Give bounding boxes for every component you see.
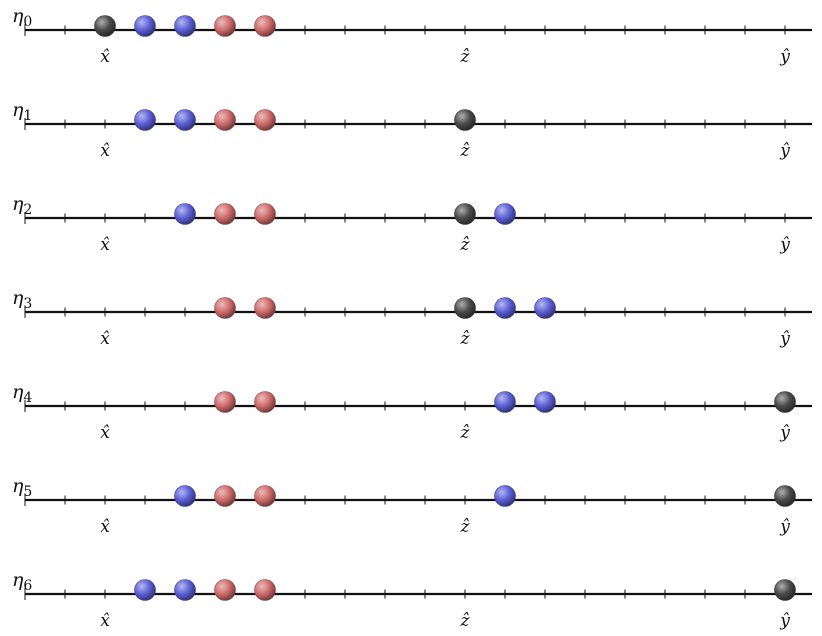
position-label-z: ẑ <box>460 517 471 537</box>
row-label-subscript: 6 <box>23 578 32 594</box>
configuration-row: η1 x̂ ẑ ŷ <box>12 99 812 161</box>
position-label-x: x̂ <box>100 423 110 443</box>
position-label-y: ŷ <box>779 235 790 255</box>
red-particle <box>254 109 276 131</box>
configuration-row: η4 x̂ ẑ ŷ <box>12 381 812 443</box>
red-particle <box>214 579 236 601</box>
row-label: η4 <box>12 381 32 406</box>
blue-particle <box>134 579 156 601</box>
position-label-z: ẑ <box>460 329 471 349</box>
configuration-row: η6 x̂ ẑ ŷ <box>12 569 812 631</box>
red-particle <box>254 391 276 413</box>
position-label-y: ŷ <box>779 47 790 67</box>
position-label-y: ŷ <box>779 611 790 631</box>
blue-particle <box>494 391 516 413</box>
row-label-subscript: 4 <box>23 390 32 406</box>
position-label-y: ŷ <box>779 329 790 349</box>
position-label-z: ẑ <box>460 235 471 255</box>
row-label-eta: η <box>12 569 24 591</box>
configuration-row: η0 x̂ ẑ ŷ <box>12 5 812 67</box>
position-label-z: ẑ <box>460 423 471 443</box>
row-label-eta: η <box>12 193 24 215</box>
position-label-x: x̂ <box>100 141 110 161</box>
row-label: η5 <box>12 475 32 500</box>
blue-particle <box>494 297 516 319</box>
row-label: η3 <box>12 287 32 312</box>
red-particle <box>254 297 276 319</box>
black-particle <box>774 485 796 507</box>
row-label-eta: η <box>12 287 24 309</box>
red-particle <box>214 109 236 131</box>
blue-particle <box>174 203 196 225</box>
row-label: η2 <box>12 193 32 218</box>
blue-particle <box>174 485 196 507</box>
red-particle <box>254 15 276 37</box>
blue-particle <box>174 15 196 37</box>
configuration-row: η2 x̂ ẑ ŷ <box>12 193 812 255</box>
blue-particle <box>494 485 516 507</box>
position-label-x: x̂ <box>100 47 110 67</box>
black-particle <box>774 579 796 601</box>
position-label-z: ẑ <box>460 141 471 161</box>
blue-particle <box>534 297 556 319</box>
blue-particle <box>134 109 156 131</box>
blue-particle <box>174 109 196 131</box>
position-label-z: ẑ <box>460 47 471 67</box>
position-label-z: ẑ <box>460 611 471 631</box>
black-particle <box>454 109 476 131</box>
row-label-eta: η <box>12 475 24 497</box>
position-label-x: x̂ <box>100 329 110 349</box>
black-particle <box>454 203 476 225</box>
row-label-subscript: 3 <box>23 296 32 312</box>
position-label-y: ŷ <box>779 517 790 537</box>
red-particle <box>214 485 236 507</box>
position-label-y: ŷ <box>779 423 790 443</box>
blue-particle <box>494 203 516 225</box>
row-label-eta: η <box>12 5 24 27</box>
position-label-x: x̂ <box>100 517 110 537</box>
position-label-x: x̂ <box>100 235 110 255</box>
position-label-x: x̂ <box>100 611 110 631</box>
row-label: η6 <box>12 569 32 594</box>
blue-particle <box>134 15 156 37</box>
row-label-eta: η <box>12 99 24 121</box>
red-particle <box>214 15 236 37</box>
red-particle <box>254 203 276 225</box>
black-particle <box>454 297 476 319</box>
black-particle <box>94 15 116 37</box>
red-particle <box>254 579 276 601</box>
blue-particle <box>534 391 556 413</box>
row-label-subscript: 0 <box>23 14 32 30</box>
blue-particle <box>174 579 196 601</box>
row-label: η1 <box>12 99 32 124</box>
red-particle <box>254 485 276 507</box>
row-label-subscript: 2 <box>23 202 32 218</box>
row-label-subscript: 1 <box>23 108 32 124</box>
black-particle <box>774 391 796 413</box>
configuration-row: η3 x̂ ẑ ŷ <box>12 287 812 349</box>
position-label-y: ŷ <box>779 141 790 161</box>
row-label: η0 <box>12 5 32 30</box>
red-particle <box>214 203 236 225</box>
red-particle <box>214 391 236 413</box>
configuration-row: η5 x̂ ẑ ŷ <box>12 475 812 537</box>
row-label-subscript: 5 <box>23 484 32 500</box>
row-label-eta: η <box>12 381 24 403</box>
red-particle <box>214 297 236 319</box>
